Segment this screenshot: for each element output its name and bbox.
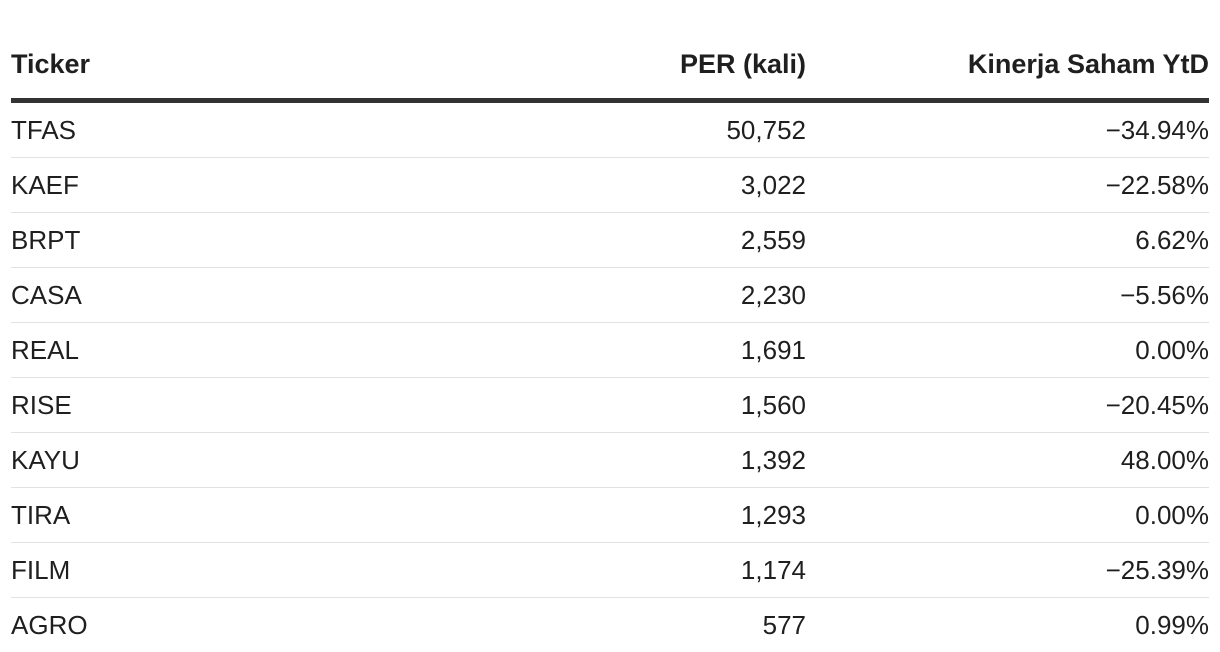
cell-ticker: BRPT xyxy=(11,224,81,255)
cell-performance: −34.94% xyxy=(1105,114,1209,145)
table-body: TFAS 50,752 −34.94% KAEF 3,022 −22.58% BRPT 2,5… xyxy=(11,103,1209,652)
cell-ticker: AGRO xyxy=(11,609,88,640)
cell-performance: −25.39% xyxy=(1105,554,1209,585)
cell-performance: −5.56% xyxy=(1120,279,1209,310)
cell-performance: 0.00% xyxy=(1135,334,1209,365)
table-row: TIRA 1,293 0.00% xyxy=(11,488,1209,543)
header-per[interactable]: PER (kali) xyxy=(679,49,806,79)
cell-ticker: CASA xyxy=(11,279,82,310)
cell-per: 1,392 xyxy=(740,444,806,475)
cell-per: 2,230 xyxy=(740,279,806,310)
cell-per: 1,691 xyxy=(740,334,806,365)
cell-ticker: KAYU xyxy=(11,444,80,475)
table-row: FILM 1,174 −25.39% xyxy=(11,543,1209,598)
cell-ticker: REAL xyxy=(11,334,79,365)
cell-performance: 48.00% xyxy=(1120,444,1209,475)
table-row: TFAS 50,752 −34.94% xyxy=(11,103,1209,158)
cell-performance: 0.99% xyxy=(1135,609,1209,640)
cell-per: 1,174 xyxy=(740,554,806,585)
header-performance[interactable]: Kinerja Saham YtD xyxy=(967,49,1209,79)
cell-performance: −22.58% xyxy=(1105,169,1209,200)
table-header: Ticker PER (kali) Kinerja Saham YtD xyxy=(11,26,1209,103)
cell-ticker: TIRA xyxy=(11,499,71,530)
cell-per: 3,022 xyxy=(740,169,806,200)
table-row: KAYU 1,392 48.00% xyxy=(11,433,1209,488)
table-row: RISE 1,560 −20.45% xyxy=(11,378,1209,433)
table-row: KAEF 3,022 −22.58% xyxy=(11,158,1209,213)
cell-ticker: FILM xyxy=(11,554,71,585)
cell-performance: 0.00% xyxy=(1135,499,1209,530)
cell-performance: −20.45% xyxy=(1105,389,1209,420)
header-ticker[interactable]: Ticker xyxy=(11,49,91,79)
cell-per: 577 xyxy=(762,609,806,640)
table-row: AGRO 577 0.99% xyxy=(11,598,1209,652)
cell-per: 50,752 xyxy=(726,114,806,145)
cell-performance: 6.62% xyxy=(1135,224,1209,255)
cell-per: 2,559 xyxy=(740,224,806,255)
table-row: REAL 1,691 0.00% xyxy=(11,323,1209,378)
cell-per: 1,560 xyxy=(740,389,806,420)
cell-ticker: TFAS xyxy=(11,114,77,145)
table-row: BRPT 2,559 6.62% xyxy=(11,213,1209,268)
cell-ticker: KAEF xyxy=(11,169,79,200)
cell-per: 1,293 xyxy=(740,499,806,530)
per-table: Ticker PER (kali) Kinerja Saham YtD TFAS… xyxy=(11,26,1209,652)
table-row: CASA 2,230 −5.56% xyxy=(11,268,1209,323)
cell-ticker: RISE xyxy=(11,389,72,420)
